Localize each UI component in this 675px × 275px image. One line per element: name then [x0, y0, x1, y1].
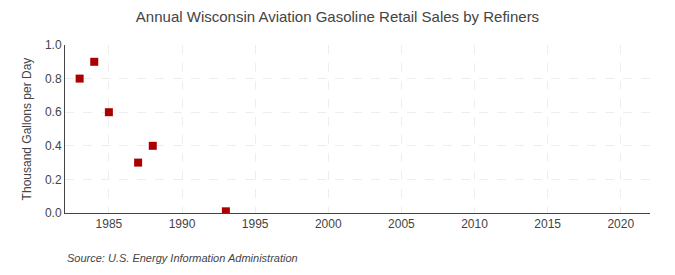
- svg-text:2010: 2010: [461, 217, 488, 231]
- svg-text:Thousand Gallons per Day: Thousand Gallons per Day: [20, 58, 34, 201]
- svg-text:2000: 2000: [315, 217, 342, 231]
- svg-text:1.0: 1.0: [45, 38, 62, 52]
- svg-text:2005: 2005: [388, 217, 415, 231]
- svg-text:Source: U.S. Energy Informatio: Source: U.S. Energy Information Administ…: [67, 252, 298, 264]
- svg-text:1990: 1990: [169, 217, 196, 231]
- svg-text:1985: 1985: [96, 217, 123, 231]
- svg-text:0.8: 0.8: [45, 72, 62, 86]
- svg-text:2015: 2015: [534, 217, 561, 231]
- svg-text:1995: 1995: [242, 217, 269, 231]
- svg-text:0.2: 0.2: [45, 173, 62, 187]
- svg-text:Annual Wisconsin Aviation Gaso: Annual Wisconsin Aviation Gasoline Retai…: [136, 8, 539, 25]
- svg-text:0.0: 0.0: [45, 206, 62, 220]
- svg-text:0.4: 0.4: [45, 139, 62, 153]
- svg-text:0.6: 0.6: [45, 105, 62, 119]
- svg-text:2020: 2020: [607, 217, 634, 231]
